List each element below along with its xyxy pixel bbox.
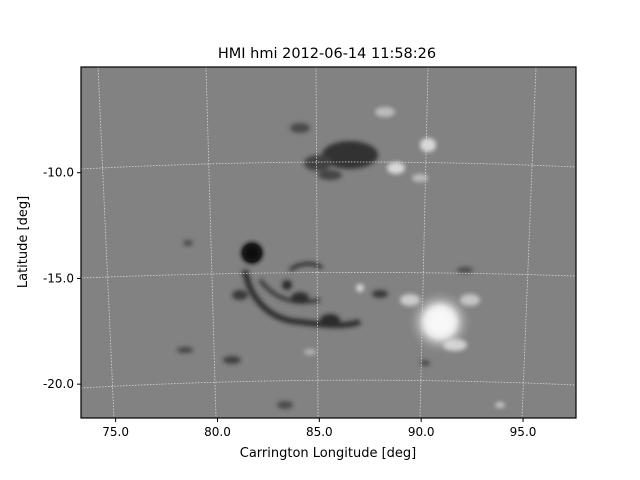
negative-polarity-regions bbox=[177, 123, 473, 409]
magnetogram-image bbox=[81, 67, 576, 418]
x-tick-label: 80.0 bbox=[204, 425, 231, 439]
image-noise bbox=[81, 67, 576, 418]
x-axis-ticks: 75.0 80.0 85.0 90.0 95.0 bbox=[102, 418, 536, 439]
x-tick-label: 85.0 bbox=[306, 425, 333, 439]
x-tick-label: 75.0 bbox=[102, 425, 129, 439]
y-tick-label: -15.0 bbox=[43, 271, 74, 285]
y-tick-label: -10.0 bbox=[43, 166, 74, 180]
y-axis-ticks: -10.0 -15.0 -20.0 bbox=[43, 166, 81, 391]
axes-frame bbox=[80, 66, 577, 419]
x-tick-label: 90.0 bbox=[408, 425, 435, 439]
positive-polarity-regions bbox=[304, 107, 505, 408]
x-axis-label: Carrington Longitude [deg] bbox=[240, 446, 416, 461]
y-tick-label: -20.0 bbox=[43, 377, 74, 391]
y-axis-label: Latitude [deg] bbox=[16, 196, 31, 288]
coordinate-grid bbox=[81, 67, 576, 418]
x-tick-label: 95.0 bbox=[510, 425, 537, 439]
plot-title: HMI hmi 2012-06-14 11:58:26 bbox=[218, 46, 436, 62]
